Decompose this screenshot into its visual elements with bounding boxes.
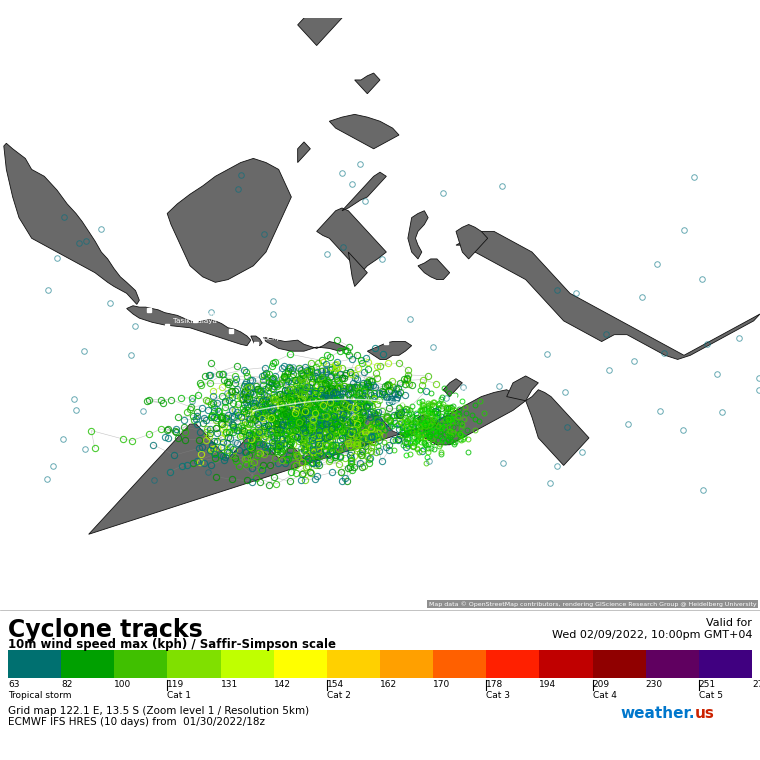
Text: 154: 154 <box>327 680 344 689</box>
Text: 209: 209 <box>593 680 610 689</box>
Bar <box>646 650 699 678</box>
Polygon shape <box>348 252 367 287</box>
Text: 82: 82 <box>61 680 72 689</box>
Polygon shape <box>355 73 380 93</box>
Polygon shape <box>507 376 538 401</box>
Polygon shape <box>443 378 462 397</box>
Text: Semarang: Semarang <box>201 312 238 318</box>
Text: Dili: Dili <box>392 334 404 340</box>
Polygon shape <box>127 306 251 346</box>
Bar <box>61 650 114 678</box>
Bar <box>114 650 167 678</box>
Text: 131: 131 <box>220 680 238 689</box>
Polygon shape <box>367 341 412 359</box>
Bar <box>167 650 220 678</box>
Polygon shape <box>526 390 589 465</box>
Text: Cyclone tracks: Cyclone tracks <box>8 618 203 642</box>
Bar <box>593 650 646 678</box>
Text: bi: bi <box>6 37 13 43</box>
Text: 251: 251 <box>699 680 716 689</box>
Text: ECMWF IFS HRES (10 days) from  01/30/2022/18z: ECMWF IFS HRES (10 days) from 01/30/2022… <box>8 717 265 727</box>
Text: ibang: ibang <box>5 71 26 78</box>
Polygon shape <box>317 208 386 273</box>
Polygon shape <box>251 336 262 346</box>
Text: Cat 4: Cat 4 <box>593 691 616 700</box>
Polygon shape <box>408 211 428 259</box>
Text: Makassar: Makassar <box>315 287 349 293</box>
Text: 178: 178 <box>486 680 504 689</box>
Polygon shape <box>298 0 342 46</box>
Bar <box>327 650 380 678</box>
Text: Cat 5: Cat 5 <box>699 691 723 700</box>
Text: 100: 100 <box>114 680 131 689</box>
Polygon shape <box>89 390 526 534</box>
Bar <box>486 650 540 678</box>
Text: weather.: weather. <box>620 706 695 721</box>
Text: Tasikmalaya: Tasikmalaya <box>173 318 217 324</box>
Bar <box>433 650 486 678</box>
Text: 230: 230 <box>646 680 663 689</box>
Text: Cat 3: Cat 3 <box>486 691 510 700</box>
Text: Darwin: Darwin <box>460 388 486 394</box>
Polygon shape <box>456 224 488 259</box>
Polygon shape <box>167 158 291 282</box>
Text: Wed 02/09/2022, 10:00pm GMT+04: Wed 02/09/2022, 10:00pm GMT+04 <box>552 630 752 640</box>
Text: 170: 170 <box>433 680 451 689</box>
Text: 119: 119 <box>167 680 185 689</box>
Text: Valid for: Valid for <box>706 618 752 628</box>
Text: 63: 63 <box>8 680 20 689</box>
Polygon shape <box>456 231 760 359</box>
Polygon shape <box>418 259 450 280</box>
Polygon shape <box>418 414 437 431</box>
Polygon shape <box>298 142 310 163</box>
Polygon shape <box>264 337 348 351</box>
Text: Tropical storm: Tropical storm <box>8 691 71 700</box>
Bar <box>380 650 433 678</box>
Text: 275: 275 <box>752 680 760 689</box>
Text: us: us <box>695 706 715 721</box>
Text: 194: 194 <box>540 680 556 689</box>
Text: Denpasar: Denpasar <box>262 335 296 341</box>
Text: Jakarta: Jakarta <box>156 302 181 308</box>
Bar <box>220 650 274 678</box>
Text: 142: 142 <box>274 680 291 689</box>
Polygon shape <box>329 114 399 149</box>
Bar <box>8 650 61 678</box>
Bar <box>699 650 752 678</box>
Polygon shape <box>342 173 386 211</box>
Text: Grid map 122.1 E, 13.5 S (Zoom level 1 / Resolution 5km): Grid map 122.1 E, 13.5 S (Zoom level 1 /… <box>8 706 309 716</box>
Text: Cat 2: Cat 2 <box>327 691 350 700</box>
Text: Cat 1: Cat 1 <box>167 691 192 700</box>
Text: 162: 162 <box>380 680 397 689</box>
Text: Probolinggo: Probolinggo <box>236 323 279 329</box>
Text: Map data © OpenStreetMap contributors, rendering GIScience Research Group @ Heid: Map data © OpenStreetMap contributors, r… <box>429 601 756 607</box>
Text: This service is based on data and products of the European Centre for Medium-ran: This service is based on data and produc… <box>4 5 497 14</box>
Bar <box>540 650 593 678</box>
Bar <box>274 650 327 678</box>
Polygon shape <box>4 144 139 304</box>
Text: 10m wind speed max (kph) / Saffir-Simpson scale: 10m wind speed max (kph) / Saffir-Simpso… <box>8 638 336 651</box>
